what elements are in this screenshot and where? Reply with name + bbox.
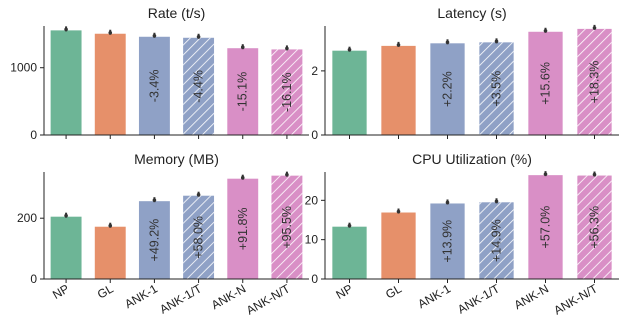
error-dot xyxy=(152,33,157,38)
x-tick-label: ANK-N/T xyxy=(244,281,293,317)
x-tick-label: ANK-1/T xyxy=(455,281,502,316)
y-tick-label: 200 xyxy=(17,211,37,225)
error-dot xyxy=(285,46,289,51)
y-tick-label: 10 xyxy=(305,233,319,247)
x-tick-label: ANK-1 xyxy=(122,281,160,311)
bar xyxy=(50,30,82,135)
bar-value-label: +3.5% xyxy=(490,71,504,107)
y-tick-label: 0 xyxy=(30,272,37,286)
bar-value-label: -3.4% xyxy=(147,70,161,103)
x-tick-label: ANK-N/T xyxy=(551,281,600,317)
x-tick-label: GL xyxy=(383,281,404,301)
bar xyxy=(138,201,170,279)
bar-value-label: +15.6% xyxy=(539,62,553,105)
error-dot xyxy=(543,172,548,176)
error-dot xyxy=(494,199,499,204)
chart-panel: Rate (t/s) -3.4% -4.4% -15.1% -16.1% 0 1000 xyxy=(10,5,309,142)
error-dot xyxy=(592,26,597,30)
y-tick-label: 0 xyxy=(311,128,318,142)
error-dot xyxy=(240,175,245,180)
error-dot xyxy=(152,198,157,202)
chart-panel: Memory (MB) NP GL +49.2% ANK-1 +58.0% ANK-1/T +… xyxy=(17,151,309,318)
x-tick-label: ANK-1/T xyxy=(157,281,204,316)
x-tick-label: ANK-N xyxy=(512,281,551,312)
bar-value-label: -4.4% xyxy=(192,70,206,103)
x-tick-label: GL xyxy=(95,281,116,301)
error-dot xyxy=(64,27,68,32)
bar-value-label: +56.3% xyxy=(588,206,602,249)
error-dot xyxy=(196,34,201,39)
error-dot xyxy=(494,39,499,44)
bar xyxy=(332,226,367,279)
bar xyxy=(430,43,465,135)
bar-value-label: +13.9% xyxy=(441,220,455,263)
bar xyxy=(332,50,367,135)
error-dot xyxy=(396,43,401,47)
bar xyxy=(528,31,563,136)
bar xyxy=(227,178,259,279)
bar xyxy=(227,48,259,135)
bar-value-label: +57.0% xyxy=(539,206,553,249)
error-dot xyxy=(445,40,450,45)
bar-value-label: +95.5% xyxy=(280,206,294,249)
bar xyxy=(138,36,170,136)
bar-hatch xyxy=(479,202,514,279)
y-tick-label: 20 xyxy=(305,193,319,207)
chart-panel: CPU Utilization (%) NP GL +13.9% ANK-1 +14.9%… xyxy=(305,151,619,318)
y-tick-label: 1000 xyxy=(10,61,37,75)
bar xyxy=(381,45,416,136)
bar-value-label: +14.9% xyxy=(490,219,504,262)
x-tick-label: NP xyxy=(334,281,355,301)
y-tick-label: 0 xyxy=(30,128,37,142)
bar-hatch xyxy=(183,37,215,136)
error-dot xyxy=(108,223,113,228)
error-dot xyxy=(240,45,245,50)
bar-value-label: +49.2% xyxy=(147,219,161,262)
x-tick-label: ANK-N xyxy=(209,281,248,312)
bar xyxy=(94,226,126,279)
bar-hatch xyxy=(577,28,612,136)
bar-hatch xyxy=(271,175,303,279)
bar-hatch xyxy=(479,42,514,135)
y-tick-label: 2 xyxy=(311,64,318,78)
chart-title: Latency (s) xyxy=(437,5,506,21)
error-dot xyxy=(445,200,450,205)
bar-value-label: +58.0% xyxy=(192,216,206,259)
bar xyxy=(94,33,126,135)
bar xyxy=(50,216,82,279)
chart-title: Memory (MB) xyxy=(134,151,219,167)
bar-value-label: +18.3% xyxy=(588,61,602,104)
bar xyxy=(381,212,416,279)
error-dot xyxy=(108,30,113,35)
error-dot xyxy=(285,172,289,177)
bar xyxy=(528,175,563,279)
bar-value-label: -16.1% xyxy=(280,72,294,112)
bar-value-label: -15.1% xyxy=(236,72,250,112)
chart-title: CPU Utilization (%) xyxy=(412,151,532,167)
error-dot xyxy=(347,223,352,228)
bar xyxy=(430,203,465,279)
bar-value-label: +91.8% xyxy=(236,207,250,250)
x-tick-label: ANK-1 xyxy=(415,281,453,311)
error-dot xyxy=(64,213,68,218)
error-dot xyxy=(196,192,201,197)
y-tick-label: 0 xyxy=(311,272,318,286)
error-dot xyxy=(396,209,401,214)
error-dot xyxy=(347,47,352,52)
x-tick-label: NP xyxy=(50,281,71,301)
bar-hatch xyxy=(271,49,303,136)
bar-hatch xyxy=(577,175,612,279)
bar-hatch xyxy=(183,195,215,279)
error-dot xyxy=(543,28,548,33)
chart-panel: Latency (s) +2.2% +3.5% +15.6% +18.3% 0 2 xyxy=(311,5,619,142)
chart-title: Rate (t/s) xyxy=(148,5,206,21)
error-dot xyxy=(592,172,597,177)
bar-value-label: +2.2% xyxy=(441,71,455,107)
